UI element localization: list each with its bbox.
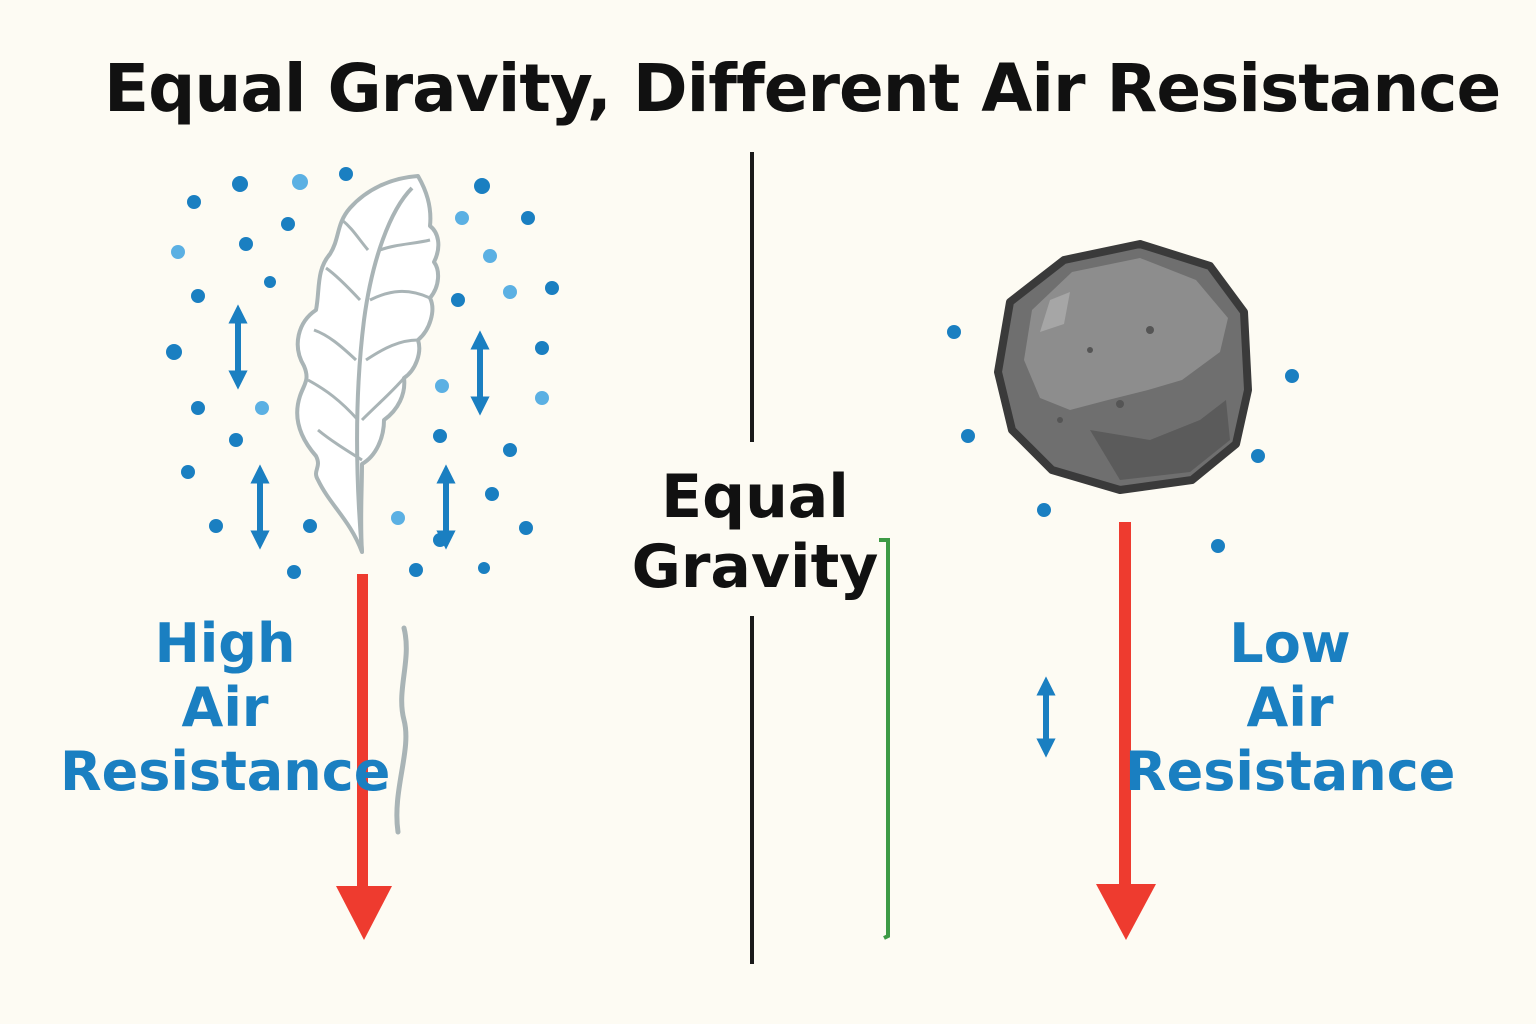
air-particle-icon bbox=[535, 391, 549, 405]
air-particle-icon bbox=[519, 521, 533, 535]
air-particle-icon bbox=[433, 429, 447, 443]
gravity-arrow-icon bbox=[1119, 522, 1131, 888]
air-particle-icon bbox=[187, 195, 201, 209]
rock-icon bbox=[994, 240, 1252, 494]
air-particle-icon bbox=[455, 211, 469, 225]
label-line: Low bbox=[1229, 612, 1351, 675]
page-title: Equal Gravity, Different Air Resistance bbox=[104, 50, 1501, 127]
air-particle-icon bbox=[287, 565, 301, 579]
feather-sway-line bbox=[394, 625, 409, 835]
high-air-resistance-label: High Air Resistance bbox=[60, 612, 390, 804]
air-particle-icon bbox=[1211, 539, 1225, 553]
gravity-arrow-head bbox=[1096, 884, 1156, 940]
air-particle-icon bbox=[239, 237, 253, 251]
air-particle-icon bbox=[255, 401, 269, 415]
feather-air-particles bbox=[166, 167, 559, 579]
air-particle-icon bbox=[451, 293, 465, 307]
air-particle-icon bbox=[171, 245, 185, 259]
air-particle-icon bbox=[166, 344, 182, 360]
air-particle-icon bbox=[961, 429, 975, 443]
air-particle-icon bbox=[478, 562, 490, 574]
air-particle-icon bbox=[545, 281, 559, 295]
gravity-arrow-head bbox=[336, 886, 392, 940]
label-line: Equal bbox=[661, 462, 849, 532]
air-particle-icon bbox=[1285, 369, 1299, 383]
label-line: Air bbox=[1246, 676, 1334, 739]
air-particle-icon bbox=[409, 563, 423, 577]
air-particle-icon bbox=[503, 285, 517, 299]
label-line: Gravity bbox=[631, 532, 879, 602]
air-particle-icon bbox=[303, 519, 317, 533]
air-particle-icon bbox=[292, 174, 308, 190]
rock-air-particles bbox=[947, 325, 1299, 553]
gravity-arrow-icon bbox=[357, 574, 368, 890]
air-particle-icon bbox=[339, 167, 353, 181]
air-particle-icon bbox=[483, 249, 497, 263]
air-particle-icon bbox=[947, 325, 961, 339]
low-air-resistance-label: Low Air Resistance bbox=[1125, 612, 1455, 804]
air-particle-icon bbox=[232, 176, 248, 192]
rock-gravity-arrow bbox=[1096, 522, 1156, 940]
label-line: Resistance bbox=[1125, 740, 1456, 803]
air-particle-icon bbox=[281, 217, 295, 231]
equal-gravity-label: Equal Gravity bbox=[620, 462, 890, 602]
air-particle-icon bbox=[474, 178, 490, 194]
air-particle-icon bbox=[181, 465, 195, 479]
air-particle-icon bbox=[485, 487, 499, 501]
gravity-bracket bbox=[879, 538, 890, 940]
air-particle-icon bbox=[191, 289, 205, 303]
label-line: Resistance bbox=[60, 740, 391, 803]
feather-icon bbox=[295, 174, 441, 554]
label-line: High bbox=[154, 612, 296, 675]
air-particle-icon bbox=[264, 276, 276, 288]
air-particle-icon bbox=[535, 341, 549, 355]
label-line: Air bbox=[181, 676, 269, 739]
air-particle-icon bbox=[503, 443, 517, 457]
air-particle-icon bbox=[435, 379, 449, 393]
feather-air-arrows bbox=[228, 304, 490, 550]
air-particle-icon bbox=[1037, 503, 1051, 517]
air-particle-icon bbox=[521, 211, 535, 225]
air-particle-icon bbox=[191, 401, 205, 415]
air-particle-icon bbox=[1251, 449, 1265, 463]
air-particle-icon bbox=[229, 433, 243, 447]
feather-gravity-arrow bbox=[336, 574, 392, 940]
air-particle-icon bbox=[209, 519, 223, 533]
air-particle-icon bbox=[391, 511, 405, 525]
